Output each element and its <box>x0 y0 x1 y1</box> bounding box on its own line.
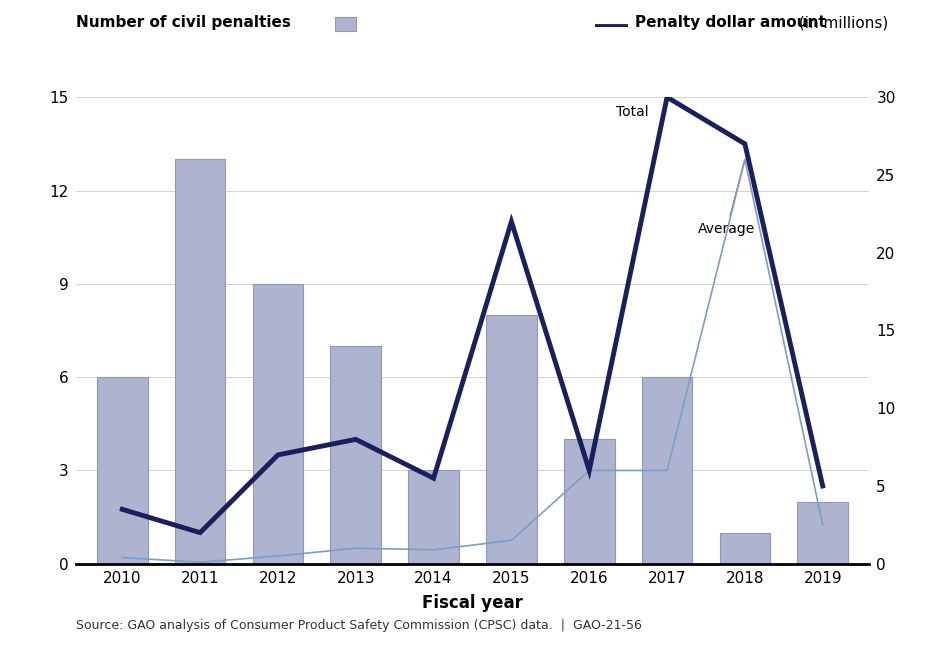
Bar <box>718 533 769 564</box>
Bar <box>97 377 147 564</box>
Text: Penalty dollar amount: Penalty dollar amount <box>634 15 825 30</box>
Bar <box>641 377 692 564</box>
Text: Average: Average <box>698 162 754 236</box>
Bar <box>408 470 459 564</box>
Bar <box>797 502 847 564</box>
Bar <box>564 439 614 564</box>
Bar <box>485 315 536 564</box>
Text: Number of civil penalties: Number of civil penalties <box>76 15 290 30</box>
Bar <box>175 159 226 564</box>
Text: Total: Total <box>615 105 649 119</box>
Bar <box>252 284 303 564</box>
Bar <box>330 346 380 564</box>
Text: (in millions): (in millions) <box>793 15 887 30</box>
Text: Source: GAO analysis of Consumer Product Safety Commission (CPSC) data.  |  GAO-: Source: GAO analysis of Consumer Product… <box>76 619 641 632</box>
X-axis label: Fiscal year: Fiscal year <box>422 594 522 612</box>
